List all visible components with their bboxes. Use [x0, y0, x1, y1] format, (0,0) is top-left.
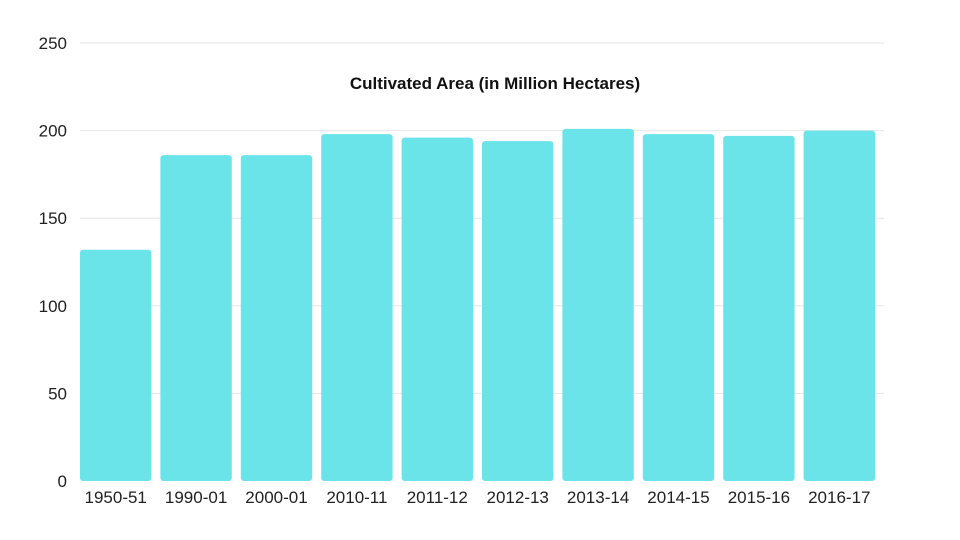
x-tick-label: 1990-01	[165, 488, 227, 507]
x-tick-label: 2011-12	[407, 488, 468, 507]
bar-2015-16	[723, 135, 795, 481]
bar-2010-11	[321, 134, 393, 481]
y-tick-label: 200	[39, 122, 67, 141]
x-tick-label: 2015-16	[728, 488, 790, 507]
x-tick-label: 2013-14	[567, 488, 629, 507]
y-tick-label: 0	[58, 472, 67, 491]
bar-2016-17	[803, 130, 875, 481]
bar-2014-15	[642, 134, 715, 481]
x-tick-label: 2012-13	[487, 488, 549, 507]
x-axis-ticks: 1950-51 1990-01 2000-01 2010-11 2011-12 2012-…	[85, 488, 871, 507]
chart-title: Cultivated Area (in Million Hectares)	[350, 74, 640, 93]
x-tick-label: 2016-17	[808, 488, 870, 507]
x-tick-label: 1950-51	[85, 488, 147, 507]
x-tick-label: 2014-15	[647, 488, 709, 507]
bar-1950-51	[80, 249, 152, 481]
x-tick-label: 2010-11	[326, 488, 387, 507]
x-tick-label: 2000-01	[245, 488, 307, 507]
y-tick-label: 50	[48, 384, 67, 403]
bar-1990-01	[160, 155, 232, 482]
y-tick-label: 250	[39, 34, 67, 53]
y-axis-ticks: 0 50 100 150 200 250	[39, 34, 67, 491]
bar-2000-01	[240, 155, 313, 482]
y-tick-label: 100	[39, 297, 67, 316]
bar-2011-12	[401, 137, 473, 481]
bar-2013-14	[562, 128, 634, 481]
bar-2012-13	[482, 141, 554, 481]
bars	[80, 128, 875, 482]
y-tick-label: 150	[39, 209, 67, 228]
